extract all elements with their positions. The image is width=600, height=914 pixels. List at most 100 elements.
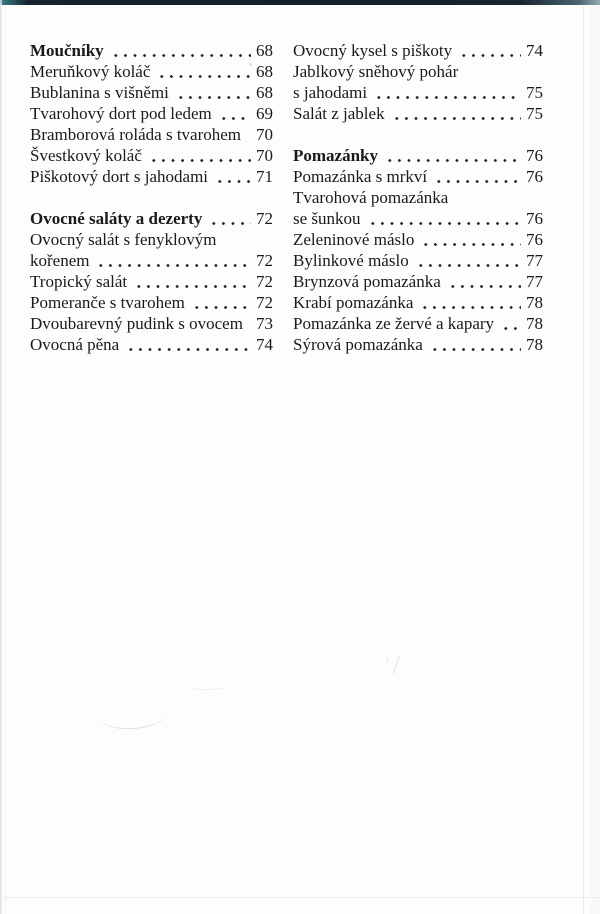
toc-entry-label: Jablkový sněhový pohár xyxy=(293,62,459,81)
dot-leader xyxy=(157,74,251,79)
toc-entry-label: Bramborová roláda s tvarohem xyxy=(30,125,242,144)
dot-leader xyxy=(175,95,251,100)
dot-leader xyxy=(218,116,251,121)
dot-leader xyxy=(250,326,251,331)
dot-leader xyxy=(421,242,521,247)
scan-artifact xyxy=(249,63,252,66)
toc-section: Moučníky 68 Meruňkový koláč 68 Bublanina… xyxy=(30,40,273,187)
toc-section: Ovocné saláty a dezerty 72 Ovocný salát … xyxy=(30,208,273,355)
toc-entry-label: Tvarohová pomazánka xyxy=(293,188,449,207)
toc-entry-label: s jahodami xyxy=(293,83,368,102)
toc-entry: Pomazánky 76 xyxy=(293,145,543,166)
toc-entry-page: 78 xyxy=(526,293,543,312)
dot-leader xyxy=(374,95,521,100)
scan-artifact xyxy=(98,697,168,732)
toc-entry-label: Švestkový koláč xyxy=(30,146,142,165)
dot-leader xyxy=(459,53,521,58)
scan-edge-left-inner xyxy=(5,5,6,914)
dot-leader xyxy=(455,200,538,205)
toc-entry-page: 78 xyxy=(526,335,543,354)
dot-leader xyxy=(224,242,269,247)
toc-entry-label: Piškotový dort s jahodami xyxy=(30,167,209,186)
scan-edge-top xyxy=(0,0,600,5)
scan-edge-right xyxy=(583,5,584,914)
toc-entry: Ovocný kysel s piškoty 74 xyxy=(293,40,543,61)
toc-entry-label: Zeleninové máslo xyxy=(293,230,415,249)
toc-entry: Bylinkové máslo 77 xyxy=(293,250,543,271)
dot-leader xyxy=(209,221,251,226)
toc-entry-page: 75 xyxy=(526,104,543,123)
toc-entry-label: se šunkou xyxy=(293,209,361,228)
toc-entry-label: Moučníky xyxy=(30,41,104,60)
toc-entry-page: 72 xyxy=(256,209,273,228)
toc-entry-label: Tropický salát xyxy=(30,272,128,291)
dot-leader xyxy=(429,347,521,352)
dot-leader xyxy=(215,179,251,184)
dot-leader xyxy=(447,284,521,289)
scan-edge-right-outer xyxy=(591,5,600,914)
toc-entry-page: 69 xyxy=(256,104,273,123)
toc-entry: Ovocné saláty a dezerty 72 xyxy=(30,208,273,229)
toc-entry-label: Dvoubarevný pudink s ovocem xyxy=(30,314,243,333)
toc-entry-page: 70 xyxy=(256,125,273,144)
toc-entry: s jahodami 75 xyxy=(293,82,543,103)
toc-entry-page: 70 xyxy=(256,146,273,165)
toc-entry: Pomazánka ze žervé a kapary 78 xyxy=(293,313,543,334)
toc-entry: Brynzová pomazánka 77 xyxy=(293,271,543,292)
toc-entry: Ovocná pěna 74 xyxy=(30,334,273,355)
toc-entry: se šunkou 76 xyxy=(293,208,543,229)
scan-artifact xyxy=(184,681,228,690)
toc-entry: Piškotový dort s jahodami 71 xyxy=(30,166,273,187)
toc-entry-page: 68 xyxy=(256,83,273,102)
toc-entry-page: 77 xyxy=(526,251,543,270)
toc-entry: Zeleninové máslo 76 xyxy=(293,229,543,250)
dot-leader xyxy=(415,263,521,268)
toc-entry: Pomazánka s mrkví 76 xyxy=(293,166,543,187)
toc-entry-label: Salát z jablek xyxy=(293,104,385,123)
dot-leader xyxy=(420,305,521,310)
toc-entry: Jablkový sněhový pohár xyxy=(293,61,543,82)
toc-entry: Tvarohová pomazánka xyxy=(293,187,543,208)
toc-column-2: Ovocný kysel s piškoty 74 Jablkový sněho… xyxy=(293,40,543,355)
toc-entry-page: 74 xyxy=(526,41,543,60)
toc-entry-page: 71 xyxy=(256,167,273,186)
toc-entry-page: 77 xyxy=(526,272,543,291)
scan-edge-bottom xyxy=(0,897,600,898)
toc-entry-label: Ovocné saláty a dezerty xyxy=(30,209,203,228)
toc-entry: Bublanina s višněmi 68 xyxy=(30,82,273,103)
scan-artifact xyxy=(392,655,401,674)
toc-entry-page: 72 xyxy=(256,251,273,270)
toc-entry: kořenem 72 xyxy=(30,250,273,271)
toc-entry-page: 74 xyxy=(256,335,273,354)
toc-entry: Salát z jablek 75 xyxy=(293,103,543,124)
toc-entry-page: 68 xyxy=(256,62,273,81)
toc-entry-label: Pomazánky xyxy=(293,146,378,165)
toc-entry: Sýrová pomazánka 78 xyxy=(293,334,543,355)
dot-leader xyxy=(110,53,251,58)
toc-entry: Bramborová roláda s tvarohem 70 xyxy=(30,124,273,145)
toc-section: Ovocný kysel s piškoty 74 Jablkový sněho… xyxy=(293,40,543,124)
dot-leader xyxy=(134,284,251,289)
toc-entry-label: Ovocný salát s fenyklovým xyxy=(30,230,217,249)
toc-entry-page: 76 xyxy=(526,167,543,186)
toc-entry: Meruňkový koláč 68 xyxy=(30,61,273,82)
dot-leader xyxy=(434,179,521,184)
toc-entry: Tvarohový dort pod ledem 69 xyxy=(30,103,273,124)
toc-entry-label: Bylinkové máslo xyxy=(293,251,409,270)
dot-leader xyxy=(148,158,251,163)
toc-entry: Krabí pomazánka 78 xyxy=(293,292,543,313)
dot-leader xyxy=(385,158,521,163)
toc-entry-label: Meruňkový koláč xyxy=(30,62,151,81)
toc-entry: Ovocný salát s fenyklovým xyxy=(30,229,273,250)
dot-leader xyxy=(191,305,251,310)
toc-entry-label: Ovocná pěna xyxy=(30,335,120,354)
toc-entry-label: Bublanina s višněmi xyxy=(30,83,169,102)
dot-leader xyxy=(126,347,251,352)
toc-section: Pomazánky 76 Pomazánka s mrkví 76 Tvaroh… xyxy=(293,145,543,355)
toc-entry-page: 76 xyxy=(526,209,543,228)
toc-entry-label: Pomeranče s tvarohem xyxy=(30,293,185,312)
toc-entry-page: 72 xyxy=(256,293,273,312)
toc-entry-label: Brynzová pomazánka xyxy=(293,272,441,291)
dot-leader xyxy=(465,74,538,79)
